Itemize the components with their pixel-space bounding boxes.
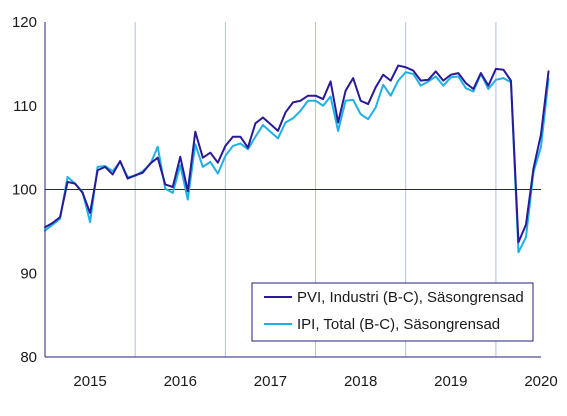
legend-label-pvi: PVI, Industri (B-C), Säsongrensad <box>297 289 524 306</box>
series-line-pvi <box>44 64 550 244</box>
x-tick-labels: 2015 2016 2017 2018 2019 2020 <box>73 373 557 390</box>
y-tick-label-90: 90 <box>20 265 37 282</box>
x-tick-label-2018: 2018 <box>344 373 377 390</box>
legend-box <box>251 282 534 342</box>
x-tick-label-2019: 2019 <box>434 373 467 390</box>
y-tick-label-110: 110 <box>13 98 37 115</box>
y-tick-label-80: 80 <box>20 349 37 366</box>
legend: PVI, Industri (B-C), Säsongrensad IPI, T… <box>251 282 534 342</box>
y-tick-label-120: 120 <box>12 14 37 31</box>
legend-label-ipi: IPI, Total (B-C), Säsongrensad <box>297 316 500 333</box>
x-tick-label-2016: 2016 <box>164 373 197 390</box>
y-tick-label-100: 100 <box>12 182 37 199</box>
y-tick-labels: 80 90 100 110 120 <box>12 14 37 366</box>
x-tick-label-2020: 2020 <box>524 373 557 390</box>
x-tick-label-2015: 2015 <box>73 373 106 390</box>
x-tick-label-2017: 2017 <box>254 373 287 390</box>
series-lines <box>44 64 550 254</box>
series-line-ipi <box>44 71 550 254</box>
axes <box>44 22 541 358</box>
